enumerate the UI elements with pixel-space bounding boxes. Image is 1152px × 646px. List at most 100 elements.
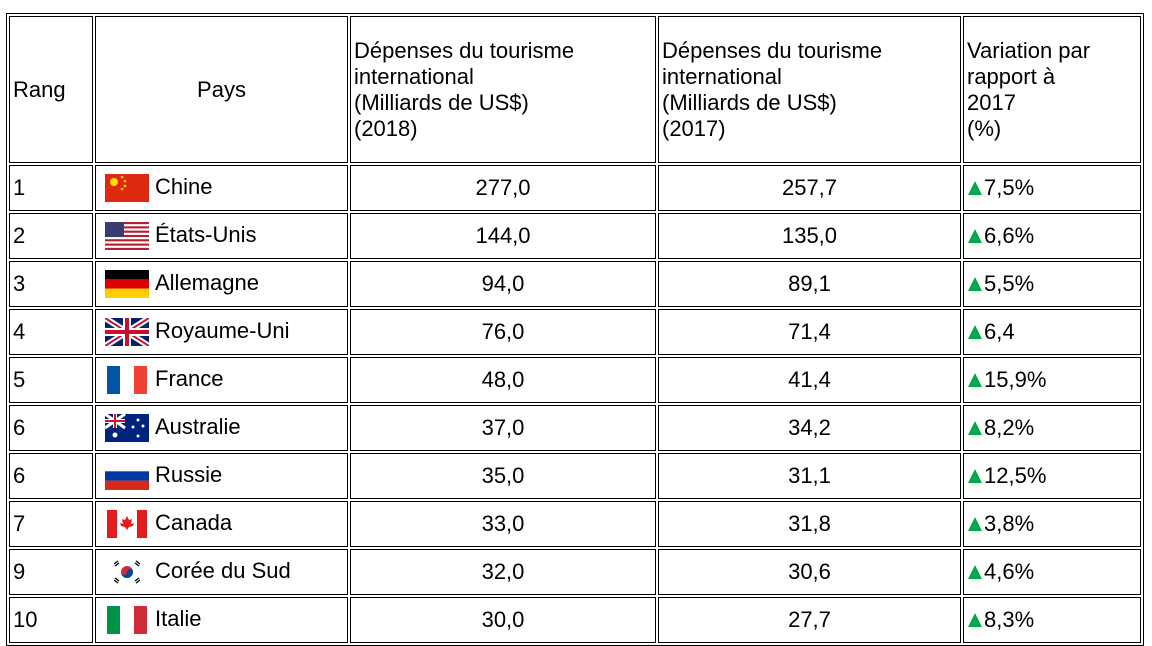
cell-text: États-Unis [155, 221, 257, 247]
flag-icon [105, 510, 149, 539]
cell-text: 7 [13, 511, 26, 536]
data-row: 5 France 48,0 41,4 15,9% [9, 357, 1141, 403]
change-cell: 6,4 [963, 309, 1141, 355]
value-2017-cell: 31,1 [658, 453, 961, 499]
country-cell: Russie [95, 453, 348, 499]
value-2018-cell: 35,0 [350, 453, 656, 499]
header-line: international [354, 63, 474, 89]
value-2018-cell: 94,0 [350, 261, 656, 307]
header-line: rapport à [967, 63, 1056, 89]
value-2017-cell: 135,0 [658, 213, 961, 259]
value-2018-cell: 144,0 [350, 213, 656, 259]
cell-text: 3 [13, 271, 26, 296]
value-2017-cell: 34,2 [658, 405, 961, 451]
cell-text: 4 [13, 319, 26, 344]
cell-text: 8,2% [984, 415, 1035, 440]
data-row: 6 Russie 35,0 31,1 12,5% [9, 453, 1141, 499]
increase-icon [968, 565, 982, 579]
flag-icon [105, 174, 149, 203]
ranking-table: Rang Pays Dépenses du tourisme internationa… [6, 13, 1144, 646]
country-cell: Allemagne [95, 261, 348, 307]
change-cell: 4,6% [963, 549, 1141, 595]
cell-text: Chine [155, 173, 213, 199]
cell-text: 33,0 [481, 511, 525, 536]
table-wrapper: Rang Pays Dépenses du tourisme internationa… [6, 13, 1144, 646]
table-body: Rang Pays Dépenses du tourisme internationa… [9, 16, 1141, 643]
header-line: Dépenses du tourisme [354, 37, 575, 63]
cell-text: 27,7 [788, 607, 831, 632]
increase-icon [968, 421, 982, 435]
cell-text: 6 [13, 463, 26, 488]
rank-cell: 9 [9, 549, 93, 595]
cell-text: 3,8% [984, 511, 1035, 536]
data-row: 7 Canada 33,0 31,8 3,8% [9, 501, 1141, 547]
value-2017-cell: 257,7 [658, 165, 961, 211]
rank-cell: 6 [9, 405, 93, 451]
value-2018-cell: 33,0 [350, 501, 656, 547]
cell-text: 71,4 [788, 319, 831, 344]
value-2018-cell: 32,0 [350, 549, 656, 595]
cell-text: 7,5% [984, 175, 1035, 200]
data-row: 1 Chine 277,0 257,7 7,5% [9, 165, 1141, 211]
change-cell: 3,8% [963, 501, 1141, 547]
increase-icon [968, 373, 982, 387]
header-line: international [662, 63, 782, 89]
data-row: 9 Corée du Sud 32,0 30,6 4,6% [9, 549, 1141, 595]
cell-text: 15,9% [984, 367, 1047, 392]
country-cell: France [95, 357, 348, 403]
value-2017-cell: 27,7 [658, 597, 961, 643]
header-cell: Pays [95, 16, 348, 163]
rank-cell: 4 [9, 309, 93, 355]
cell-text: 31,1 [788, 463, 831, 488]
flag-icon [107, 366, 147, 395]
country-cell: Australie [95, 405, 348, 451]
value-2017-cell: 71,4 [658, 309, 961, 355]
cell-text: 32,0 [481, 559, 525, 584]
cell-text: 6 [13, 415, 26, 440]
change-cell: 8,2% [963, 405, 1141, 451]
cell-text: 94,0 [481, 271, 525, 296]
change-cell: 15,9% [963, 357, 1141, 403]
header-line: (%) [967, 115, 1002, 141]
rank-cell: 1 [9, 165, 93, 211]
value-2017-cell: 41,4 [658, 357, 961, 403]
cell-text: 144,0 [475, 223, 531, 248]
header-line: (Milliards de US$) [354, 89, 529, 115]
header-cell: Rang [9, 16, 93, 163]
cell-text: Australie [155, 413, 241, 439]
cell-text: 37,0 [481, 415, 525, 440]
increase-icon [968, 517, 982, 531]
value-2018-cell: 37,0 [350, 405, 656, 451]
value-2017-cell: 30,6 [658, 549, 961, 595]
cell-text: 9 [13, 559, 26, 584]
header-line: Dépenses du tourisme [662, 37, 883, 63]
country-cell: Corée du Sud [95, 549, 348, 595]
cell-text: 31,8 [788, 511, 831, 536]
cell-text: Allemagne [155, 269, 259, 295]
cell-text: 34,2 [788, 415, 831, 440]
cell-text: 8,3% [984, 607, 1035, 632]
cell-text: 35,0 [481, 463, 525, 488]
header-line: (Milliards de US$) [662, 89, 837, 115]
increase-icon [968, 277, 982, 291]
cell-text: 5 [13, 367, 26, 392]
flag-icon [103, 315, 151, 349]
value-2017-cell: 31,8 [658, 501, 961, 547]
country-cell: Italie [95, 597, 348, 643]
cell-text: Royaume-Uni [155, 317, 290, 343]
value-2018-cell: 48,0 [350, 357, 656, 403]
cell-text: 89,1 [788, 271, 831, 296]
flag-icon [107, 606, 147, 635]
rank-cell: 5 [9, 357, 93, 403]
cell-text: 76,0 [481, 319, 525, 344]
rank-cell: 7 [9, 501, 93, 547]
change-cell: 5,5% [963, 261, 1141, 307]
cell-text: 2 [13, 223, 26, 248]
country-cell: Canada [95, 501, 348, 547]
cell-text: Russie [155, 461, 223, 487]
cell-text: Corée du Sud [155, 557, 291, 583]
flag-icon [104, 412, 149, 443]
data-row: 3 Allemagne 94,0 89,1 5,5% [9, 261, 1141, 307]
header-line: 2017 [967, 89, 1016, 115]
